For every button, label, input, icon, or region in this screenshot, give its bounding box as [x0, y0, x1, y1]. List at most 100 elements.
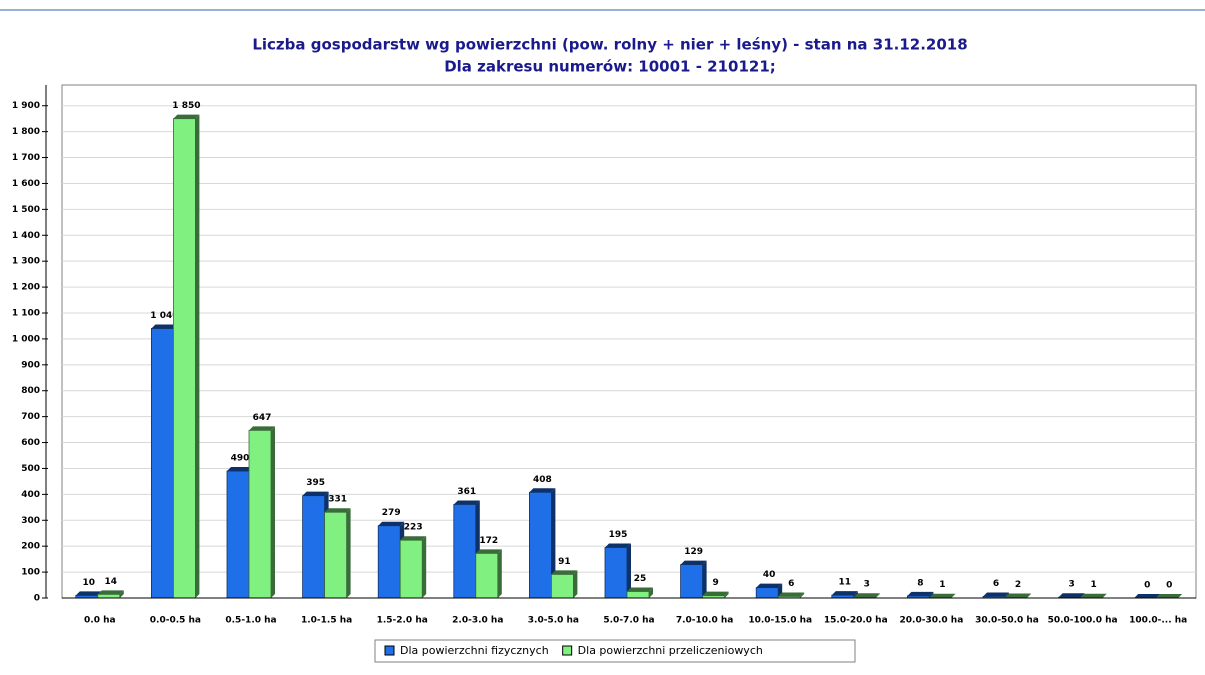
y-tick-label: 1 600 [12, 179, 40, 189]
value-label: 195 [609, 530, 628, 540]
bar [626, 591, 650, 599]
x-tick-label: 1.5-2.0 ha [377, 616, 428, 626]
bar-top [400, 536, 427, 541]
bar-top [378, 521, 405, 526]
x-tick-label: 100.0-... ha [1129, 616, 1187, 626]
value-label: 3 [864, 580, 870, 590]
x-tick-label: 15.0-20.0 ha [824, 616, 888, 626]
y-tick-label: 1 300 [12, 257, 40, 267]
x-tick-label: 3.0-5.0 ha [528, 616, 579, 626]
bar-side [929, 591, 934, 598]
bar-top [1134, 594, 1161, 598]
value-label: 3 [1068, 580, 1074, 590]
bar-top [605, 543, 631, 548]
bar-top [1080, 593, 1107, 598]
bar-side [422, 536, 427, 598]
value-label: 223 [404, 523, 423, 533]
bar-top [756, 583, 783, 588]
value-label: 129 [684, 547, 703, 557]
x-tick-label: 2.0-3.0 ha [452, 616, 503, 626]
y-tick-label: 0 [34, 594, 40, 604]
x-tick-label: 30.0-50.0 ha [975, 616, 1039, 626]
y-tick-label: 200 [21, 542, 40, 552]
value-label: 0 [1166, 581, 1172, 591]
bar-top [1058, 593, 1085, 598]
bar-top [302, 491, 329, 496]
x-tick-label: 50.0-100.0 ha [1048, 616, 1118, 626]
y-tick-label: 1 700 [12, 153, 40, 163]
bar-top [983, 592, 1009, 597]
bar-top [324, 508, 351, 513]
y-tick-label: 1 200 [12, 283, 40, 293]
bar-side [800, 592, 805, 598]
y-tick-label: 1 800 [12, 127, 40, 137]
bar-top [173, 114, 200, 119]
bar [551, 574, 574, 599]
value-label: 14 [105, 577, 118, 587]
bar [377, 525, 401, 599]
bar-side [649, 587, 653, 598]
bar-top [249, 426, 275, 431]
legend-swatch [562, 645, 573, 656]
x-tick-label: 1.0-1.5 ha [301, 616, 352, 626]
bar-side [627, 543, 631, 598]
bar-top [680, 560, 707, 565]
bar [399, 539, 423, 599]
bar [529, 491, 552, 599]
value-label: 1 [939, 580, 945, 590]
value-label: 1 040 [150, 311, 178, 321]
legend-label: Dla powierzchni przeliczeniowych [578, 644, 763, 657]
y-tick-label: 300 [21, 516, 40, 526]
x-tick-label: 7.0-10.0 ha [676, 616, 734, 626]
chart-subtitle: Dla zakresu numerów: 10001 - 210121; [444, 58, 776, 76]
bar-top [929, 593, 956, 598]
value-label: 8 [917, 578, 923, 588]
bar-top [627, 587, 653, 592]
bar-top [475, 549, 502, 554]
bar-top [75, 591, 102, 596]
bar-side [551, 488, 556, 598]
value-label: 10 [83, 578, 96, 588]
legend-box [374, 639, 856, 663]
bar-top [778, 592, 805, 597]
bar [604, 547, 628, 599]
bar-top [151, 324, 178, 329]
legend-swatch [384, 645, 395, 656]
value-label: 9 [712, 578, 718, 588]
x-tick-label: 0.0 ha [84, 616, 116, 626]
x-tick-label: 20.0-30.0 ha [900, 616, 964, 626]
bar-top [831, 591, 858, 596]
value-label: 6 [788, 579, 794, 589]
bar-side [346, 508, 351, 598]
value-label: 2 [1015, 580, 1021, 590]
value-label: 11 [839, 578, 852, 588]
bar-top [551, 570, 578, 575]
bar [755, 587, 779, 599]
bar-side [573, 570, 578, 598]
bar-top [853, 593, 880, 598]
y-tick-label: 600 [21, 438, 40, 448]
value-label: 25 [634, 574, 647, 584]
y-tick-label: 700 [21, 412, 40, 422]
bar-side [951, 593, 956, 598]
y-tick-label: 900 [21, 360, 40, 370]
bar [302, 495, 326, 599]
bar-side [1102, 593, 1107, 598]
value-label: 172 [479, 536, 498, 546]
bar [475, 553, 499, 599]
x-tick-label: 0.5-1.0 ha [225, 616, 276, 626]
value-label: 331 [328, 495, 347, 505]
x-tick-label: 10.0-15.0 ha [748, 616, 812, 626]
bar-side [195, 114, 200, 598]
bar-side [724, 591, 729, 598]
bar-side [702, 560, 707, 598]
value-label: 361 [457, 487, 476, 497]
x-tick-label: 5.0-7.0 ha [603, 616, 654, 626]
bar [150, 328, 174, 599]
value-label: 490 [231, 454, 250, 464]
x-tick-label: 0.0-0.5 ha [150, 616, 201, 626]
value-label: 279 [382, 508, 401, 518]
value-label: 408 [533, 475, 552, 485]
y-tick-label: 1 100 [12, 309, 40, 319]
